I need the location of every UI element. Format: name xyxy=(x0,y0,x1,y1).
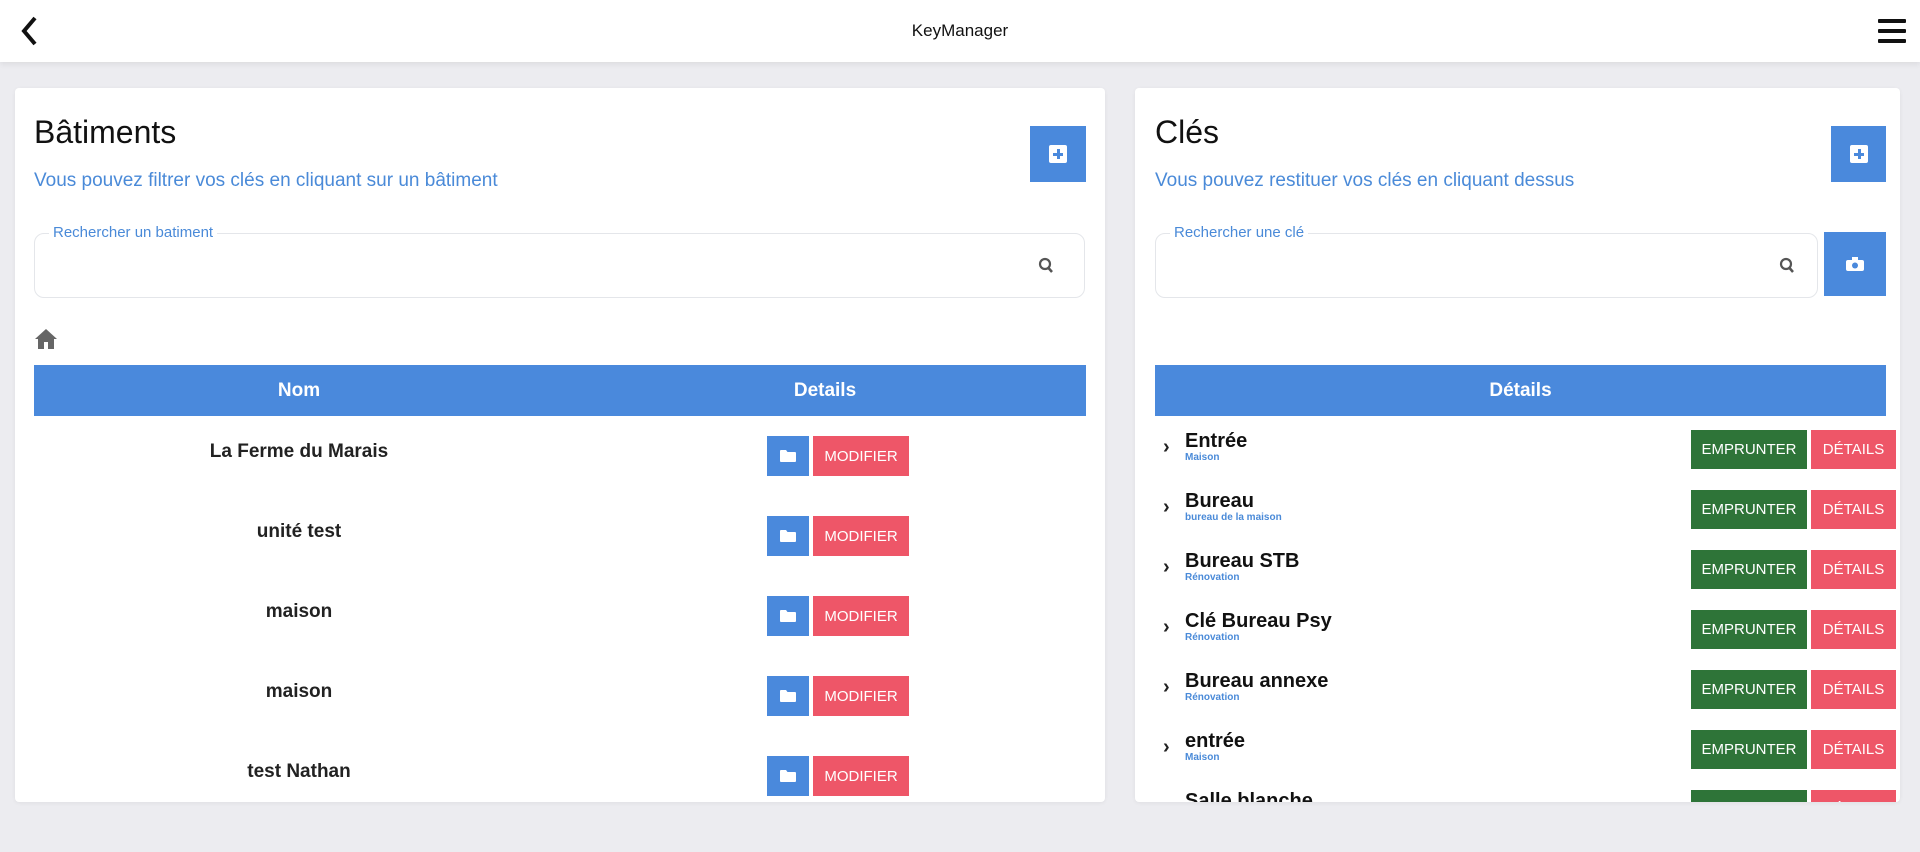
modify-button[interactable]: MODIFIER xyxy=(813,596,909,636)
keys-table-header: Détails xyxy=(1155,365,1886,416)
key-row[interactable]: › entrée Maison EMPRUNTER DÉTAILS xyxy=(1155,726,1896,786)
key-row[interactable]: › Salle blanche EMPRUNTER DÉTAILS xyxy=(1155,786,1896,802)
borrow-button[interactable]: EMPRUNTER xyxy=(1691,730,1807,769)
open-folder-button[interactable] xyxy=(767,756,809,796)
key-row[interactable]: › Bureau STB Rénovation EMPRUNTER DÉTAIL… xyxy=(1155,546,1896,606)
borrow-button[interactable]: EMPRUNTER xyxy=(1691,430,1807,469)
app-header: KeyManager xyxy=(0,0,1920,62)
buildings-title: Bâtiments xyxy=(34,114,177,150)
back-arrow-icon[interactable] xyxy=(18,14,42,48)
open-folder-button[interactable] xyxy=(767,436,809,476)
chevron-right-icon[interactable]: › xyxy=(1163,736,1170,758)
key-building: bureau de la maison xyxy=(1185,512,1282,523)
building-name: maison xyxy=(265,681,333,702)
key-name: Bureau STB xyxy=(1185,550,1300,572)
details-button[interactable]: DÉTAILS xyxy=(1811,610,1896,649)
borrow-button[interactable]: EMPRUNTER xyxy=(1691,610,1807,649)
key-search-label: Rechercher une clé xyxy=(1170,224,1309,241)
add-building-button[interactable] xyxy=(1030,126,1086,182)
modify-button[interactable]: MODIFIER xyxy=(813,756,909,796)
add-key-button[interactable] xyxy=(1831,126,1886,182)
building-search-input[interactable] xyxy=(49,250,1034,280)
key-building: Rénovation xyxy=(1185,632,1240,643)
open-folder-button[interactable] xyxy=(767,596,809,636)
borrow-button[interactable]: EMPRUNTER xyxy=(1691,670,1807,709)
building-search-field[interactable]: Rechercher un batiment xyxy=(34,224,1085,298)
buildings-card: Bâtiments Vous pouvez filtrer vos clés e… xyxy=(15,88,1105,802)
search-icon[interactable] xyxy=(1779,257,1795,275)
key-building: Rénovation xyxy=(1185,572,1240,583)
open-folder-button[interactable] xyxy=(767,676,809,716)
details-button[interactable]: DÉTAILS xyxy=(1811,790,1896,802)
column-header-name: Nom xyxy=(277,379,321,401)
hamburger-menu-icon[interactable] xyxy=(1878,19,1906,43)
details-button[interactable]: DÉTAILS xyxy=(1811,490,1896,529)
chevron-right-icon[interactable]: › xyxy=(1163,676,1170,698)
column-header-details: Details xyxy=(793,379,857,401)
key-building: Rénovation xyxy=(1185,692,1240,703)
key-row[interactable]: › Clé Bureau Psy Rénovation EMPRUNTER DÉ… xyxy=(1155,606,1896,666)
home-icon[interactable] xyxy=(34,328,58,350)
keys-subtitle: Vous pouvez restituer vos clés en cliqua… xyxy=(1155,170,1575,191)
building-row[interactable]: test Nathan MODIFIER xyxy=(34,747,1086,802)
key-row[interactable]: › Bureau bureau de la maison EMPRUNTER D… xyxy=(1155,486,1896,546)
search-icon[interactable] xyxy=(1038,257,1054,275)
key-name: Bureau xyxy=(1185,490,1254,512)
modify-button[interactable]: MODIFIER xyxy=(813,516,909,556)
folder-icon xyxy=(780,770,796,782)
borrow-button[interactable]: EMPRUNTER xyxy=(1691,550,1807,589)
key-name: entrée xyxy=(1185,730,1246,752)
folder-icon xyxy=(780,530,796,542)
open-folder-button[interactable] xyxy=(767,516,809,556)
folder-icon xyxy=(780,690,796,702)
key-name: Clé Bureau Psy xyxy=(1185,610,1332,632)
chevron-right-icon[interactable]: › xyxy=(1163,436,1170,458)
details-button[interactable]: DÉTAILS xyxy=(1811,430,1896,469)
building-name: maison xyxy=(265,601,333,622)
key-row[interactable]: › Entrée Maison EMPRUNTER DÉTAILS xyxy=(1155,426,1896,486)
building-row[interactable]: maison MODIFIER xyxy=(34,587,1086,667)
key-building: Maison xyxy=(1185,752,1220,763)
buildings-table-header: Nom Details xyxy=(34,365,1086,416)
keys-card: Clés Vous pouvez restituer vos clés en c… xyxy=(1135,88,1900,802)
folder-icon xyxy=(780,610,796,622)
chevron-right-icon[interactable]: › xyxy=(1163,796,1170,802)
building-row[interactable]: maison MODIFIER xyxy=(34,667,1086,747)
plus-square-icon xyxy=(1049,145,1067,163)
chevron-right-icon[interactable]: › xyxy=(1163,556,1170,578)
camera-icon xyxy=(1846,257,1864,271)
building-name: test Nathan xyxy=(247,761,351,782)
building-search-label: Rechercher un batiment xyxy=(49,224,218,241)
modify-button[interactable]: MODIFIER xyxy=(813,676,909,716)
key-name: Bureau annexe xyxy=(1185,670,1329,692)
folder-icon xyxy=(780,450,796,462)
building-name: unité test xyxy=(256,521,342,542)
key-building: Maison xyxy=(1185,452,1220,463)
building-row[interactable]: La Ferme du Marais MODIFIER xyxy=(34,427,1086,507)
app-title: KeyManager xyxy=(911,21,1009,40)
key-search-input[interactable] xyxy=(1170,250,1767,280)
borrow-button[interactable]: EMPRUNTER xyxy=(1691,490,1807,529)
column-header-details: Détails xyxy=(1489,379,1552,401)
chevron-right-icon[interactable]: › xyxy=(1163,496,1170,518)
chevron-right-icon[interactable]: › xyxy=(1163,616,1170,638)
buildings-subtitle: Vous pouvez filtrer vos clés en cliquant… xyxy=(34,170,498,191)
scan-camera-button[interactable] xyxy=(1824,232,1886,296)
key-name: Salle blanche xyxy=(1185,790,1313,802)
key-search-field[interactable]: Rechercher une clé xyxy=(1155,224,1818,298)
key-row[interactable]: › Bureau annexe Rénovation EMPRUNTER DÉT… xyxy=(1155,666,1896,726)
details-button[interactable]: DÉTAILS xyxy=(1811,730,1896,769)
building-name: La Ferme du Marais xyxy=(209,441,389,462)
plus-square-icon xyxy=(1849,145,1868,163)
building-row[interactable]: unité test MODIFIER xyxy=(34,507,1086,587)
keys-title: Clés xyxy=(1155,114,1220,150)
details-button[interactable]: DÉTAILS xyxy=(1811,550,1896,589)
key-name: Entrée xyxy=(1185,430,1248,452)
borrow-button[interactable]: EMPRUNTER xyxy=(1691,790,1807,802)
modify-button[interactable]: MODIFIER xyxy=(813,436,909,476)
details-button[interactable]: DÉTAILS xyxy=(1811,670,1896,709)
